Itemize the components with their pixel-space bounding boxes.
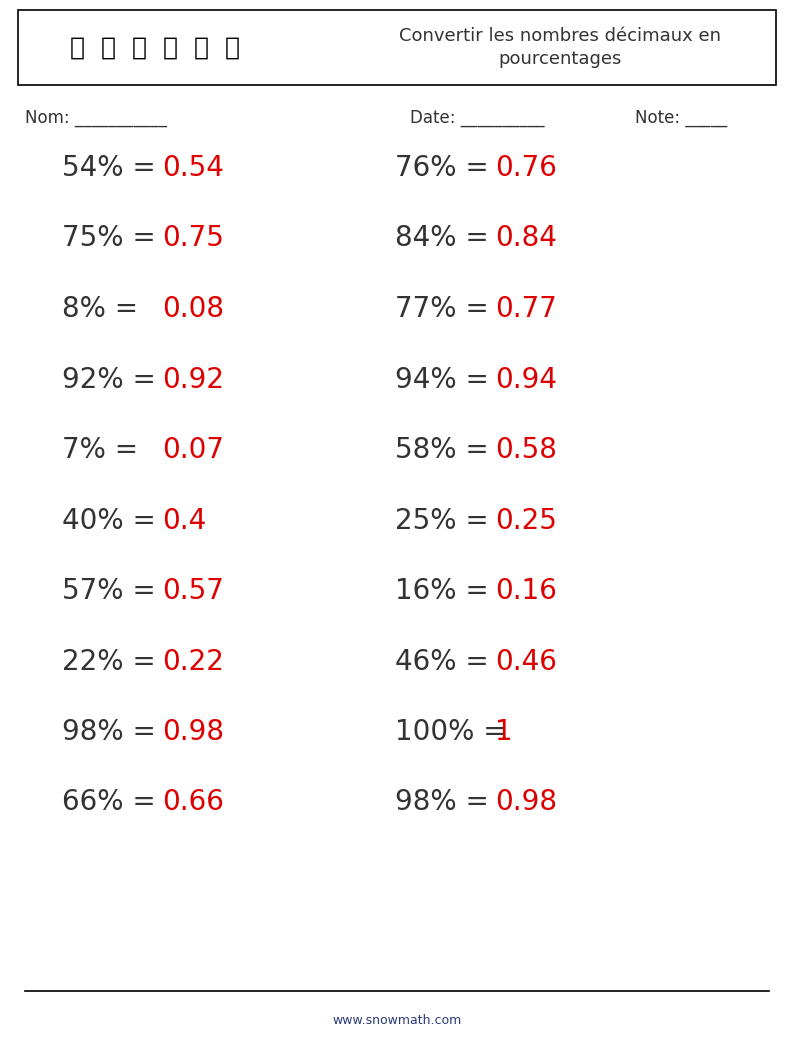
Text: 98% =: 98% = xyxy=(62,718,164,746)
Text: 0.57: 0.57 xyxy=(162,577,224,605)
Text: 0.46: 0.46 xyxy=(495,648,557,676)
Text: 84% =: 84% = xyxy=(395,224,498,253)
Text: 🥨  🎂  🧸  🍬  🔵  🍬: 🥨 🎂 🧸 🍬 🔵 🍬 xyxy=(70,36,240,60)
Text: 100% =: 100% = xyxy=(395,718,515,746)
Text: 75% =: 75% = xyxy=(62,224,164,253)
Text: 94% =: 94% = xyxy=(395,365,498,394)
Text: 16% =: 16% = xyxy=(395,577,498,605)
Text: 66% =: 66% = xyxy=(62,789,164,816)
Text: 25% =: 25% = xyxy=(395,506,498,535)
Text: 0.07: 0.07 xyxy=(162,436,224,464)
Text: 7% =: 7% = xyxy=(62,436,147,464)
Bar xyxy=(18,9,776,85)
Text: 40% =: 40% = xyxy=(62,506,164,535)
Text: 0.22: 0.22 xyxy=(162,648,224,676)
Text: 98% =: 98% = xyxy=(395,789,498,816)
Text: 0.92: 0.92 xyxy=(162,365,224,394)
Text: 57% =: 57% = xyxy=(62,577,164,605)
Text: 0.98: 0.98 xyxy=(162,718,224,746)
Text: 46% =: 46% = xyxy=(395,648,498,676)
Text: 0.84: 0.84 xyxy=(495,224,557,253)
Text: 0.76: 0.76 xyxy=(495,154,557,182)
Text: 0.25: 0.25 xyxy=(495,506,557,535)
Text: 22% =: 22% = xyxy=(62,648,164,676)
Text: 0.4: 0.4 xyxy=(162,506,206,535)
Text: 0.77: 0.77 xyxy=(495,295,557,323)
Text: 54% =: 54% = xyxy=(62,154,164,182)
Text: www.snowmath.com: www.snowmath.com xyxy=(333,1014,461,1028)
Text: 0.16: 0.16 xyxy=(495,577,557,605)
Text: Note: _____: Note: _____ xyxy=(635,110,727,127)
Text: 1: 1 xyxy=(495,718,513,746)
Text: 8% =: 8% = xyxy=(62,295,147,323)
Text: Nom: ___________: Nom: ___________ xyxy=(25,110,167,127)
Text: 0.58: 0.58 xyxy=(495,436,557,464)
Text: 0.98: 0.98 xyxy=(495,789,557,816)
Text: 58% =: 58% = xyxy=(395,436,498,464)
Text: 0.75: 0.75 xyxy=(162,224,224,253)
Text: 0.66: 0.66 xyxy=(162,789,224,816)
Text: 76% =: 76% = xyxy=(395,154,498,182)
Text: 0.94: 0.94 xyxy=(495,365,557,394)
Text: 77% =: 77% = xyxy=(395,295,498,323)
Text: Convertir les nombres décimaux en
pourcentages: Convertir les nombres décimaux en pource… xyxy=(399,26,721,68)
Text: 0.08: 0.08 xyxy=(162,295,224,323)
Text: Date: __________: Date: __________ xyxy=(410,110,545,127)
Text: 0.54: 0.54 xyxy=(162,154,224,182)
Text: 92% =: 92% = xyxy=(62,365,164,394)
